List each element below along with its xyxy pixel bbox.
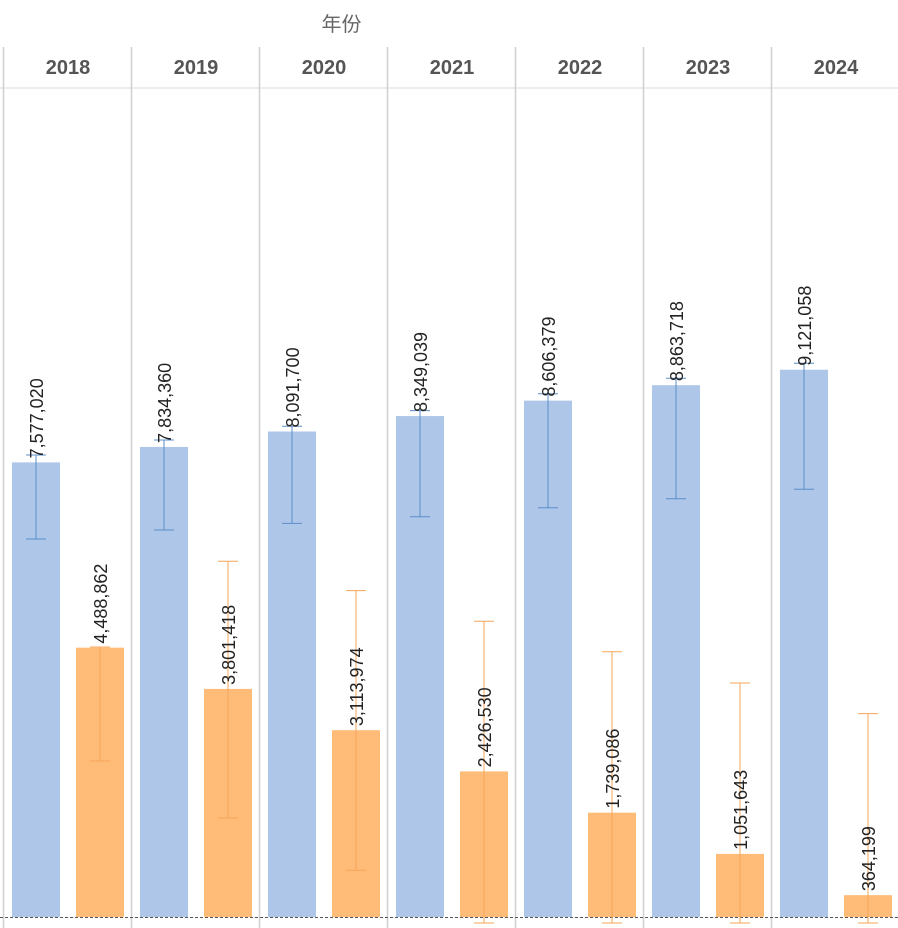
year-header-2023: 2023 — [686, 57, 731, 79]
value-label-s2-2024: 364,199 — [859, 826, 879, 891]
error-bars — [26, 362, 878, 924]
value-label-s1-2022: 8,606,379 — [539, 317, 559, 397]
value-label-s2-2019: 3,801,418 — [219, 605, 239, 685]
value-label-s1-2019: 7,834,360 — [155, 363, 175, 443]
value-label-s2-2022: 1,739,086 — [603, 729, 623, 809]
value-label-s1-2020: 8,091,700 — [283, 347, 303, 427]
value-label-s1-2018: 7,577,020 — [27, 378, 47, 458]
value-label-s1-2023: 8,863,718 — [667, 301, 687, 381]
year-headers: 2018 2019 2020 2021 2022 2023 2024 — [46, 57, 859, 79]
chart-title: 年份 — [321, 14, 362, 36]
value-label-s1-2021: 8,349,039 — [411, 332, 431, 412]
value-label-s2-2021: 2,426,530 — [475, 687, 495, 767]
year-header-2019: 2019 — [174, 57, 219, 79]
bars — [12, 369, 892, 918]
value-label-s2-2020: 3,113,974 — [347, 647, 367, 726]
year-header-2022: 2022 — [558, 57, 603, 79]
year-header-2021: 2021 — [430, 57, 475, 79]
year-header-2024: 2024 — [814, 57, 859, 79]
year-header-2018: 2018 — [46, 57, 91, 79]
chart-frame — [0, 47, 898, 928]
year-header-2020: 2020 — [302, 57, 347, 79]
value-labels: 7,577,020 7,834,360 8,091,700 8,349,039 8,60… — [27, 286, 879, 891]
value-label-s2-2018: 4,488,862 — [91, 564, 111, 644]
value-label-s2-2023: 1,051,643 — [731, 770, 751, 850]
value-label-s1-2024: 9,121,058 — [795, 286, 815, 366]
